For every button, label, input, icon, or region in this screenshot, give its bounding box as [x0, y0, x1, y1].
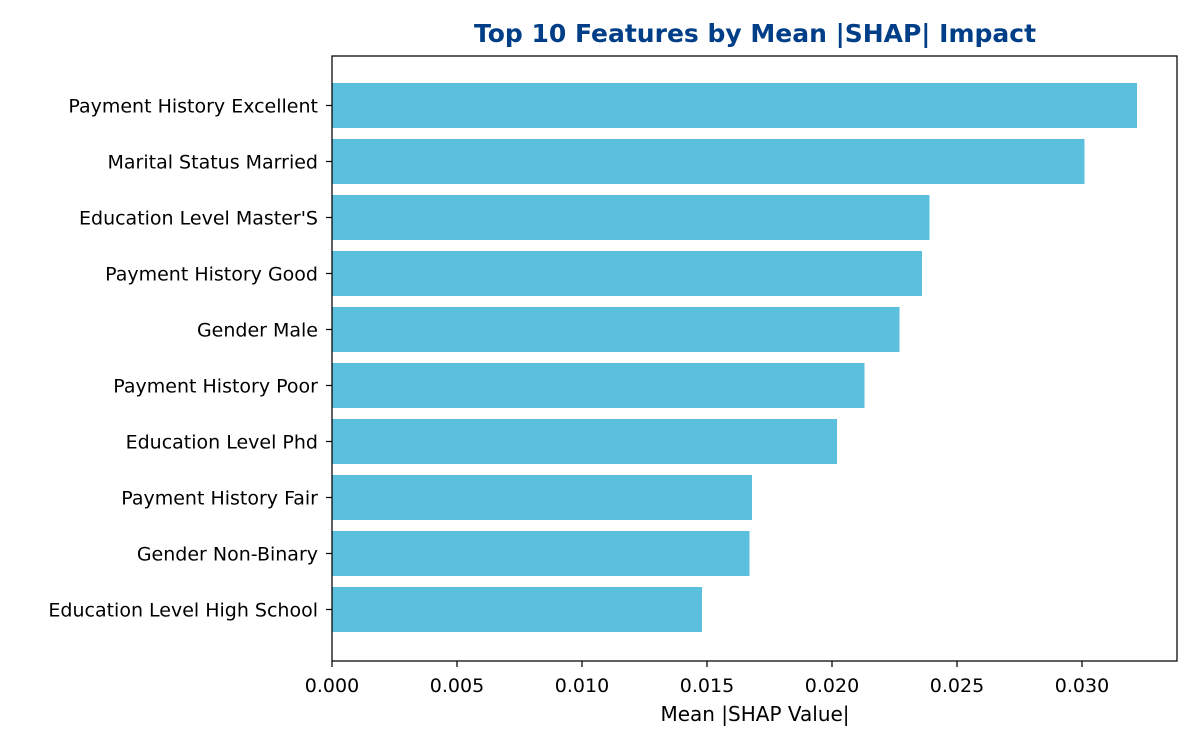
y-tick-label: Gender Non-Binary: [137, 544, 318, 566]
y-tick-label: Payment History Excellent: [68, 96, 318, 118]
bar: [332, 251, 922, 296]
bars-layer: [332, 83, 1137, 632]
bar: [332, 363, 865, 408]
y-tick-label: Payment History Poor: [113, 376, 318, 398]
bar: [332, 195, 930, 240]
x-tick-label: 0.000: [305, 675, 359, 697]
x-tick-label: 0.020: [805, 675, 859, 697]
bar: [332, 139, 1085, 184]
x-axis-label: Mean |SHAP Value|: [660, 702, 849, 726]
y-tick-label: Education Level High School: [48, 600, 318, 622]
plot-frame: [331, 55, 1178, 662]
y-tick-label: Payment History Fair: [121, 488, 318, 510]
y-tick-label: Education Level Phd: [126, 432, 318, 454]
x-tick-label: 0.010: [555, 675, 609, 697]
bar: [332, 83, 1137, 128]
bar: [332, 531, 750, 576]
y-tick-label: Gender Male: [197, 320, 318, 342]
y-tick-label: Education Level Master'S: [79, 208, 318, 230]
x-tick-label: 0.005: [430, 675, 484, 697]
x-tick-label: 0.025: [930, 675, 984, 697]
chart-title: Top 10 Features by Mean |SHAP| Impact: [474, 19, 1036, 48]
y-tick-label: Payment History Good: [105, 264, 318, 286]
y-axis-ticks: Payment History Excellent Marital Status …: [48, 96, 332, 622]
x-tick-label: 0.015: [680, 675, 734, 697]
x-tick-label: 0.030: [1055, 675, 1109, 697]
bar: [332, 475, 752, 520]
x-axis-ticks: 0.000 0.005 0.010 0.015 0.020 0.025 0.030: [305, 661, 1109, 697]
y-tick-label: Marital Status Married: [108, 152, 318, 174]
bar: [332, 419, 837, 464]
bar: [332, 307, 900, 352]
bar: [332, 587, 702, 632]
